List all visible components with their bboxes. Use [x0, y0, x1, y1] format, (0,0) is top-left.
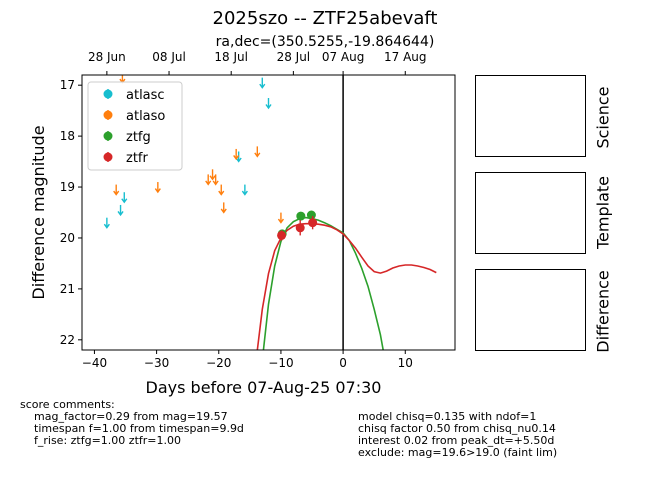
- legend-label: atlaso: [126, 109, 165, 124]
- upper-limit-atlaso: [205, 174, 212, 186]
- x-tick-label: −20: [206, 356, 231, 370]
- upper-limit-atlaso: [154, 182, 161, 194]
- upper-limit-atlaso: [220, 202, 227, 214]
- model-comments: model chisq=0.135 with ndof=1 chisq fact…: [358, 411, 557, 459]
- legend: atlasc atlaso ztfg ztfr: [87, 81, 183, 171]
- x-tick-label: −30: [144, 356, 169, 370]
- plot-frame: [81, 74, 456, 351]
- upper-limit-atlaso: [233, 148, 240, 161]
- x-axis-label: Days before 07-Aug-25 07:30: [146, 378, 382, 397]
- upper-limit-atlaso: [218, 184, 225, 196]
- difference-image-panel: [475, 269, 586, 351]
- point-ztfg: [306, 210, 316, 220]
- y-tick-label: 18: [60, 129, 75, 143]
- plot-area: [103, 75, 437, 350]
- chart-title: 2025szo -- ZTF25abevaft: [212, 8, 438, 29]
- score-comments-heading: score comments:: [20, 398, 115, 411]
- upper-limit-atlasc: [265, 98, 272, 110]
- legend-entry-atlaso: atlaso: [103, 109, 165, 124]
- top-tick-label: 18 Jul: [214, 50, 248, 64]
- top-tick-label: 08 Jul: [152, 50, 186, 64]
- top-tick-label: 28 Jul: [277, 50, 311, 64]
- upper-limit-atlasc: [103, 217, 110, 229]
- upper-limit-atlaso: [209, 169, 216, 181]
- y-tick-label: 19: [60, 180, 75, 194]
- score-comments: score comments: mag_factor=0.29 from mag…: [20, 399, 244, 447]
- y-tick-label: 21: [60, 282, 75, 296]
- legend-label: atlasc: [126, 88, 165, 103]
- upper-limit-atlaso: [254, 146, 261, 158]
- legend-entry-ztfr: ztfr: [103, 151, 148, 166]
- score-comment-line: mag_factor=0.29 from mag=19.57: [34, 410, 228, 423]
- point-ztfg: [296, 211, 306, 221]
- chart-subtitle: ra,dec=(350.5255,-19.864644): [215, 34, 435, 50]
- x-tick-label: −10: [268, 356, 293, 370]
- point-ztfr: [295, 223, 305, 233]
- legend-label: ztfg: [126, 130, 151, 145]
- x-tick-label: 0: [339, 356, 347, 370]
- x-tick-label: −40: [82, 356, 107, 370]
- score-comment-line: f_rise: ztfg=1.00 ztfr=1.00: [34, 434, 181, 447]
- upper-limit-atlaso: [277, 212, 285, 224]
- score-comment-line: timespan f=1.00 from timespan=9.9d: [34, 422, 244, 435]
- top-tick-label: 28 Jun: [88, 50, 126, 64]
- model-curve-ztfr: [256, 222, 437, 350]
- upper-limit-atlaso: [212, 174, 219, 186]
- model-comment-line: exclude: mag=19.6>19.0 (faint lim): [358, 446, 558, 459]
- template-label: Template: [593, 176, 613, 250]
- y-tick-label: 20: [60, 231, 75, 245]
- model-comment-line: chisq factor 0.50 from chisq_nu0.14: [358, 422, 556, 435]
- upper-limit-atlaso: [113, 184, 120, 196]
- model-comment-line: model chisq=0.135 with ndof=1: [358, 410, 537, 423]
- upper-limit-atlasc: [259, 77, 266, 89]
- point-ztfr: [277, 230, 287, 240]
- y-axis-label: Difference magnitude: [29, 125, 48, 299]
- upper-limit-atlaso: [119, 75, 126, 84]
- x-tick-label: 10: [398, 356, 413, 370]
- upper-limit-atlasc: [241, 184, 248, 196]
- y-tick-label: 17: [60, 78, 75, 92]
- point-ztfr: [308, 218, 318, 228]
- y-tick-label: 22: [60, 333, 75, 347]
- template-image-panel: [475, 172, 586, 254]
- legend-entry-atlasc: atlasc: [103, 88, 165, 103]
- upper-limit-atlasc: [121, 192, 128, 204]
- model-comment-line: interest 0.02 from peak_dt=+5.50d: [358, 434, 555, 447]
- science-image-panel: [475, 75, 586, 157]
- top-tick-label: 07 Aug: [322, 50, 365, 64]
- science-label: Science: [593, 86, 613, 149]
- legend-entry-ztfg: ztfg: [103, 130, 151, 145]
- top-tick-label: 17 Aug: [384, 50, 427, 64]
- upper-limit-atlasc: [117, 204, 124, 217]
- legend-label: ztfr: [126, 151, 148, 166]
- difference-label: Difference: [593, 270, 613, 353]
- legend-box: [87, 81, 183, 171]
